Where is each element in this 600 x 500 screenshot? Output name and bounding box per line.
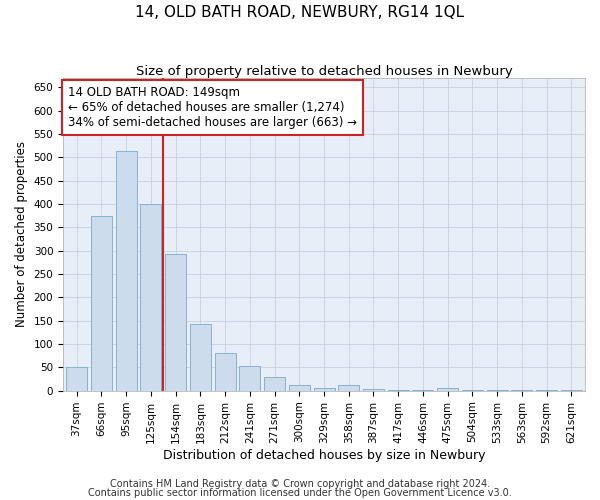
Title: Size of property relative to detached houses in Newbury: Size of property relative to detached ho… xyxy=(136,65,512,78)
Bar xyxy=(91,216,112,390)
Bar xyxy=(66,368,87,390)
Bar xyxy=(165,254,186,390)
Bar xyxy=(314,388,335,390)
Text: 14 OLD BATH ROAD: 149sqm
← 65% of detached houses are smaller (1,274)
34% of sem: 14 OLD BATH ROAD: 149sqm ← 65% of detach… xyxy=(68,86,357,129)
Bar xyxy=(264,376,285,390)
Text: Contains HM Land Registry data © Crown copyright and database right 2024.: Contains HM Land Registry data © Crown c… xyxy=(110,479,490,489)
X-axis label: Distribution of detached houses by size in Newbury: Distribution of detached houses by size … xyxy=(163,450,485,462)
Text: Contains public sector information licensed under the Open Government Licence v3: Contains public sector information licen… xyxy=(88,488,512,498)
Bar xyxy=(289,385,310,390)
Bar xyxy=(338,385,359,390)
Bar xyxy=(140,204,161,390)
Bar xyxy=(116,152,137,390)
Bar xyxy=(239,366,260,390)
Bar xyxy=(437,388,458,390)
Y-axis label: Number of detached properties: Number of detached properties xyxy=(15,142,28,328)
Bar xyxy=(190,324,211,390)
Text: 14, OLD BATH ROAD, NEWBURY, RG14 1QL: 14, OLD BATH ROAD, NEWBURY, RG14 1QL xyxy=(136,5,464,20)
Bar xyxy=(215,354,236,391)
